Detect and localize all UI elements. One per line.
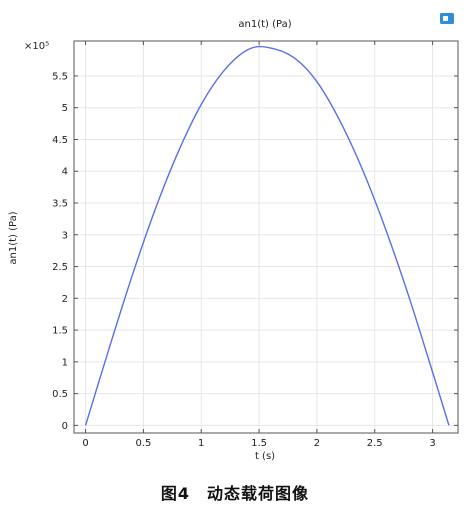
x-tick-label: 1.5 <box>251 438 267 449</box>
grid <box>74 41 458 433</box>
y-tick-label: 1 <box>62 357 68 368</box>
y-axis-multiplier: ×10⁵ <box>24 41 49 52</box>
series-line <box>84 45 450 426</box>
y-tick-label: 4 <box>62 167 68 178</box>
chart-title: an1(t) (Pa) <box>238 19 291 30</box>
y-tick-label: 0 <box>62 421 68 432</box>
y-axis-label: an1(t) (Pa) <box>8 211 19 264</box>
y-tick-label: 4.5 <box>52 135 68 146</box>
y-tick-label: 1.5 <box>52 326 68 337</box>
x-tick-label: 0 <box>82 438 88 449</box>
y-tick-label: 2 <box>62 294 68 305</box>
chart: 0 0.5 1 1.5 2 2.5 3 0 0.5 1 1.5 2 2.5 3 3.5 4 4.5 5 5.5 a… <box>8 13 459 462</box>
x-tick-label: 2 <box>314 438 320 449</box>
y-tick-label: 3.5 <box>52 199 68 210</box>
plot-area-frame <box>73 40 459 434</box>
x-tick-label: 0.5 <box>135 438 151 449</box>
y-tick-label: 5.5 <box>52 71 68 82</box>
x-axis-label: t (s) <box>255 451 275 462</box>
x-tick-label: 2.5 <box>367 438 383 449</box>
x-tick-label: 1 <box>198 438 204 449</box>
y-tick-label: 5 <box>62 103 68 114</box>
y-tick-label: 0.5 <box>52 389 68 400</box>
x-tick-label: 3 <box>429 438 435 449</box>
x-axis: 0 0.5 1 1.5 2 2.5 3 <box>82 41 436 449</box>
legend-toggle-icon[interactable] <box>440 13 454 24</box>
y-axis: 0 0.5 1 1.5 2 2.5 3 3.5 4 4.5 5 5.5 <box>52 71 458 432</box>
figure-caption: 图4 动态载荷图像 <box>160 484 310 503</box>
y-tick-label: 3 <box>62 230 68 241</box>
y-tick-label: 2.5 <box>52 262 68 273</box>
data-points <box>86 47 449 425</box>
